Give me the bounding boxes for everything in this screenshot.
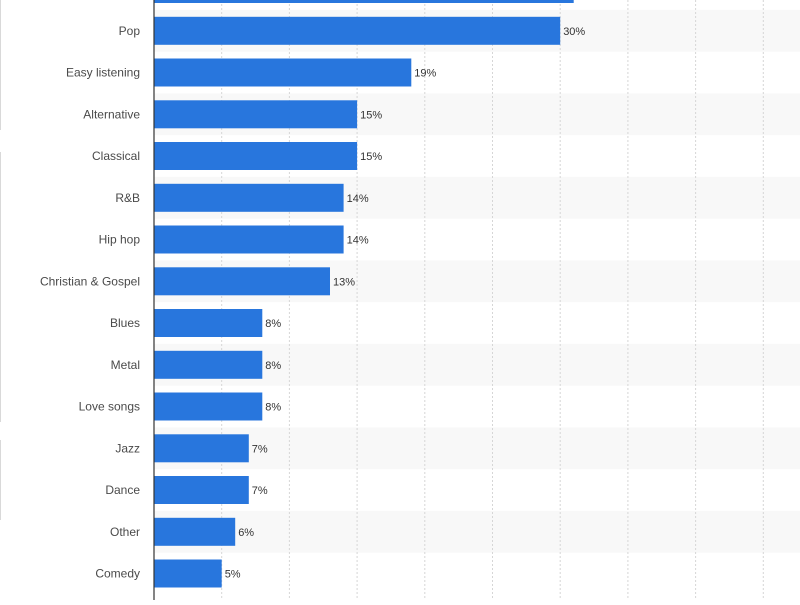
bar[interactable] <box>154 100 358 129</box>
value-label: 13% <box>333 276 355 288</box>
bar[interactable] <box>154 225 344 254</box>
bar[interactable] <box>154 434 249 463</box>
value-label: 8% <box>265 360 281 372</box>
value-label: 14% <box>347 193 369 205</box>
category-labels: Pop Easy listening Alternative Classical R&B… <box>40 24 140 581</box>
bar[interactable] <box>154 0 574 3</box>
bar[interactable] <box>154 309 263 337</box>
left-edge-rule-middle <box>0 152 1 422</box>
value-label: 7% <box>252 443 268 455</box>
category-label: Pop <box>119 24 141 38</box>
category-label: Jazz <box>115 441 140 455</box>
value-label: 8% <box>265 402 281 414</box>
value-label: 15% <box>360 109 382 121</box>
bar[interactable] <box>154 58 412 87</box>
bar[interactable] <box>154 350 263 379</box>
value-label: 30% <box>563 26 585 38</box>
bar[interactable] <box>154 476 249 504</box>
category-label: Comedy <box>95 567 140 581</box>
category-label: Easy listening <box>66 66 140 80</box>
category-label: R&B <box>115 191 140 205</box>
left-edge-rule-top <box>0 0 1 130</box>
bar[interactable] <box>154 142 358 170</box>
category-label: Christian & Gospel <box>40 274 140 288</box>
category-label: Alternative <box>83 107 140 121</box>
category-label: Blues <box>110 316 140 330</box>
value-label: 8% <box>265 318 281 330</box>
category-label: Love songs <box>79 400 140 414</box>
bar[interactable] <box>154 16 561 45</box>
left-edge-rule-bottom <box>0 440 1 520</box>
value-label: 14% <box>347 235 369 247</box>
value-label: 7% <box>252 485 268 497</box>
category-label: Dance <box>105 483 140 497</box>
category-label: Metal <box>111 358 140 372</box>
row-band <box>154 510 800 553</box>
bar[interactable] <box>154 517 236 546</box>
bar[interactable] <box>154 559 222 588</box>
value-label: 6% <box>238 527 254 539</box>
bar[interactable] <box>154 392 263 421</box>
value-labels: 30% 19% 15% 15% 14% 14% 13% 8% 8% 8% 7% 7% 6% 5% <box>225 26 586 581</box>
bar[interactable] <box>154 267 330 296</box>
category-label: Classical <box>92 149 140 163</box>
value-label: 19% <box>414 68 436 80</box>
row-band <box>154 427 800 470</box>
category-label: Hip hop <box>99 233 141 247</box>
value-label: 5% <box>225 569 241 581</box>
value-label: 15% <box>360 151 382 163</box>
bar[interactable] <box>154 183 344 212</box>
bars <box>154 0 574 588</box>
category-label: Other <box>110 525 140 539</box>
